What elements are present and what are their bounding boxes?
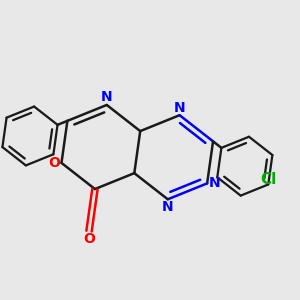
- Text: N: N: [101, 90, 112, 104]
- Text: O: O: [83, 232, 95, 246]
- Text: O: O: [48, 156, 60, 170]
- Text: N: N: [209, 176, 220, 190]
- Text: N: N: [174, 100, 185, 115]
- Text: Cl: Cl: [260, 172, 276, 187]
- Text: N: N: [162, 200, 174, 214]
